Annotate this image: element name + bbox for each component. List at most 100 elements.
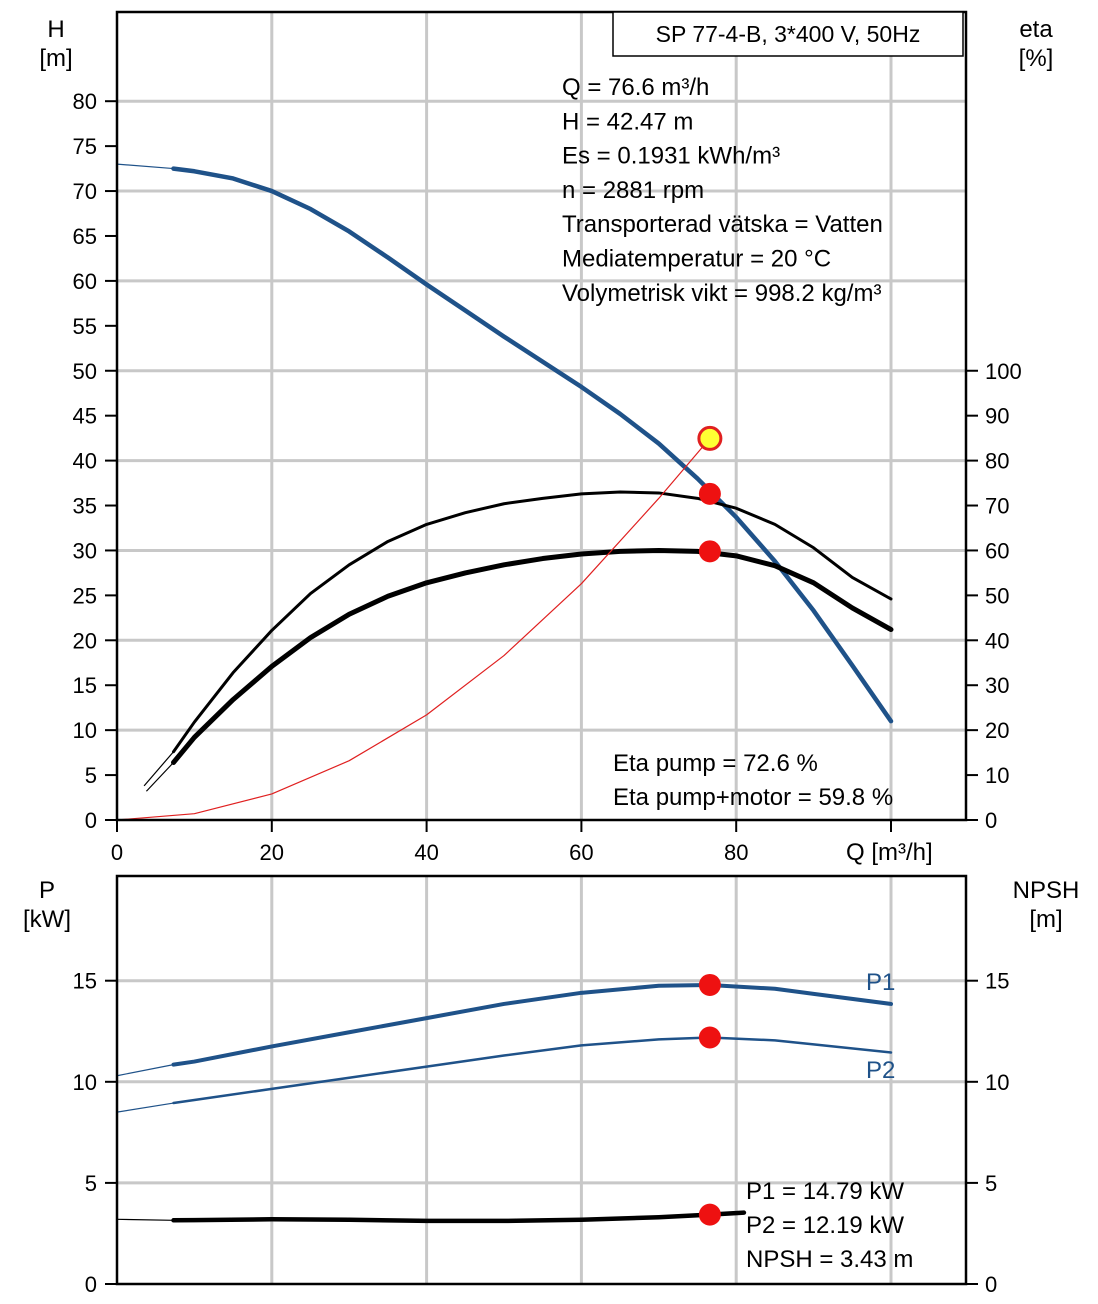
- y-right-tick-label: 70: [985, 494, 1009, 519]
- info-line: Es = 0.1931 kWh/m³: [562, 143, 780, 170]
- power-value-line: P2 = 12.19 kW: [746, 1212, 904, 1239]
- eta-line: Eta pump = 72.6 %: [613, 750, 818, 777]
- eta_total-extension: [145, 762, 174, 792]
- info-line: Mediatemperatur = 20 °C: [562, 246, 831, 273]
- y-left-tick-label: 40: [73, 449, 97, 474]
- y-left-tick-label: 0: [85, 808, 97, 833]
- y-left-tick-label: 60: [73, 269, 97, 294]
- info-line: n = 2881 rpm: [562, 177, 704, 204]
- y-left-tick-label: 10: [73, 718, 97, 743]
- x-tick-label: 0: [111, 840, 123, 865]
- head-curve: [171, 166, 894, 724]
- npsh-curve: [171, 1210, 747, 1224]
- title-box: SP 77-4-B, 3*400 V, 50Hz: [612, 11, 964, 57]
- power-point-marker: [698, 1203, 721, 1226]
- bottom-grid: [117, 876, 966, 1284]
- y-left-tick-label: 75: [73, 134, 97, 159]
- y-right-tick-label: 60: [985, 538, 1009, 563]
- efficiency-values: Eta pump = 72.6 % Eta pump+motor = 59.8 %: [613, 750, 893, 811]
- p1-curve: [171, 982, 893, 1067]
- top-right-axis-label: eta [%]: [1019, 16, 1054, 72]
- y-right-label-symbol: eta: [1019, 16, 1053, 43]
- head-extension: [116, 163, 174, 170]
- power-values: P1 = 14.79 kW P2 = 12.19 kW NPSH = 3.43 m: [746, 1178, 913, 1273]
- y-left-label-symbol: H: [47, 16, 64, 43]
- y-right-tick-label: 20: [985, 718, 1009, 743]
- info-line: Q = 76.6 m³/h: [562, 74, 709, 101]
- p2-extension: [116, 1102, 174, 1113]
- p-tick-label: 15: [73, 969, 97, 994]
- npsh-tick-label: 5: [985, 1171, 997, 1196]
- y-right-tick-label: 30: [985, 673, 1009, 698]
- y-left-label-unit: [m]: [39, 45, 72, 72]
- top-plot-frame: [115, 10, 968, 822]
- y-right-tick-label: 40: [985, 628, 1009, 653]
- title-box-text: SP 77-4-B, 3*400 V, 50Hz: [656, 21, 921, 47]
- eta_pump-extension: [143, 751, 174, 787]
- eta_pump-curve: [172, 490, 893, 754]
- npsh-tick-label: 10: [985, 1070, 1009, 1095]
- p-tick-label: 0: [85, 1272, 97, 1297]
- top-grid: [117, 12, 966, 820]
- bottom-series: [116, 982, 893, 1224]
- y-right-tick-label: 0: [985, 808, 997, 833]
- p1-series-label: P1: [866, 969, 895, 996]
- power-value-line: P1 = 14.79 kW: [746, 1178, 904, 1205]
- y-left-tick-label: 20: [73, 628, 97, 653]
- y-left-tick-label: 55: [73, 314, 97, 339]
- y-left-tick-label: 35: [73, 494, 97, 519]
- y-left-tick-label: 80: [73, 89, 97, 114]
- y-left-tick-label: 50: [73, 359, 97, 384]
- top-series: [116, 163, 894, 821]
- y-left-tick-label: 70: [73, 179, 97, 204]
- bottom-plot-frame: [115, 874, 968, 1286]
- bottom-ticks: 0 5 10 15 0 5 10 15: [73, 969, 1010, 1297]
- bottom-markers: [698, 973, 721, 1226]
- bottom-left-axis-label: P [kW]: [23, 877, 71, 933]
- y-right-tick-label: 100: [985, 359, 1022, 384]
- info-line: Volymetrisk vikt = 998.2 kg/m³: [562, 280, 881, 307]
- npsh-label-symbol: NPSH: [1013, 877, 1080, 904]
- p-label-unit: [kW]: [23, 906, 71, 933]
- power-value-line: NPSH = 3.43 m: [746, 1246, 913, 1273]
- p2-series-label: P2: [866, 1057, 895, 1084]
- y-right-tick-label: 10: [985, 763, 1009, 788]
- x-tick-label: 80: [724, 840, 748, 865]
- npsh-tick-label: 0: [985, 1272, 997, 1297]
- eta_total-curve: [171, 547, 894, 765]
- bottom-right-axis-label: NPSH [m]: [1013, 877, 1080, 933]
- system-curve: [116, 437, 711, 821]
- p2-curve: [172, 1036, 893, 1105]
- y-left-tick-label: 25: [73, 583, 97, 608]
- operating-point-info: Q = 76.6 m³/h H = 42.47 m Es = 0.1931 kWh/…: [562, 74, 883, 307]
- duty-point-marker: [697, 425, 723, 451]
- p-tick-label: 10: [73, 1070, 97, 1095]
- power-point-marker: [698, 1026, 721, 1049]
- head-efficiency-panel: 0 20 40 60 80 0 5 10 15 20 25 30 35 40 45 50 55 60 65 70 75 8…: [39, 10, 1054, 866]
- npsh-extension: [116, 1218, 174, 1221]
- p-label-symbol: P: [39, 877, 55, 904]
- efficiency-point-marker: [698, 540, 721, 563]
- y-right-tick-label: 50: [985, 583, 1009, 608]
- info-line: H = 42.47 m: [562, 108, 693, 135]
- y-left-tick-label: 5: [85, 763, 97, 788]
- npsh-label-unit: [m]: [1029, 906, 1062, 933]
- power-npsh-panel: 0 5 10 15 0 5 10 15 P [kW] NPSH [m] P1 P2 P1 = …: [23, 874, 1080, 1297]
- y-right-tick-label: 90: [985, 404, 1009, 429]
- y-left-tick-label: 65: [73, 224, 97, 249]
- y-left-tick-label: 45: [73, 404, 97, 429]
- y-left-tick-label: 30: [73, 538, 97, 563]
- y-left-tick-label: 15: [73, 673, 97, 698]
- y-right-tick-label: 80: [985, 449, 1009, 474]
- p1-extension: [116, 1064, 174, 1077]
- top-markers: [697, 425, 723, 563]
- eta-line: Eta pump+motor = 59.8 %: [613, 784, 893, 811]
- efficiency-point-marker: [698, 482, 721, 505]
- x-tick-label: 20: [260, 840, 284, 865]
- p-tick-label: 5: [85, 1171, 97, 1196]
- top-ticks: 0 20 40 60 80 0 5 10 15 20 25 30 35 40 45 50 55 60 65 70 75 8…: [73, 89, 1022, 865]
- npsh-tick-label: 15: [985, 969, 1009, 994]
- power-point-marker: [698, 973, 721, 996]
- x-axis-label: Q [m³/h]: [846, 839, 933, 866]
